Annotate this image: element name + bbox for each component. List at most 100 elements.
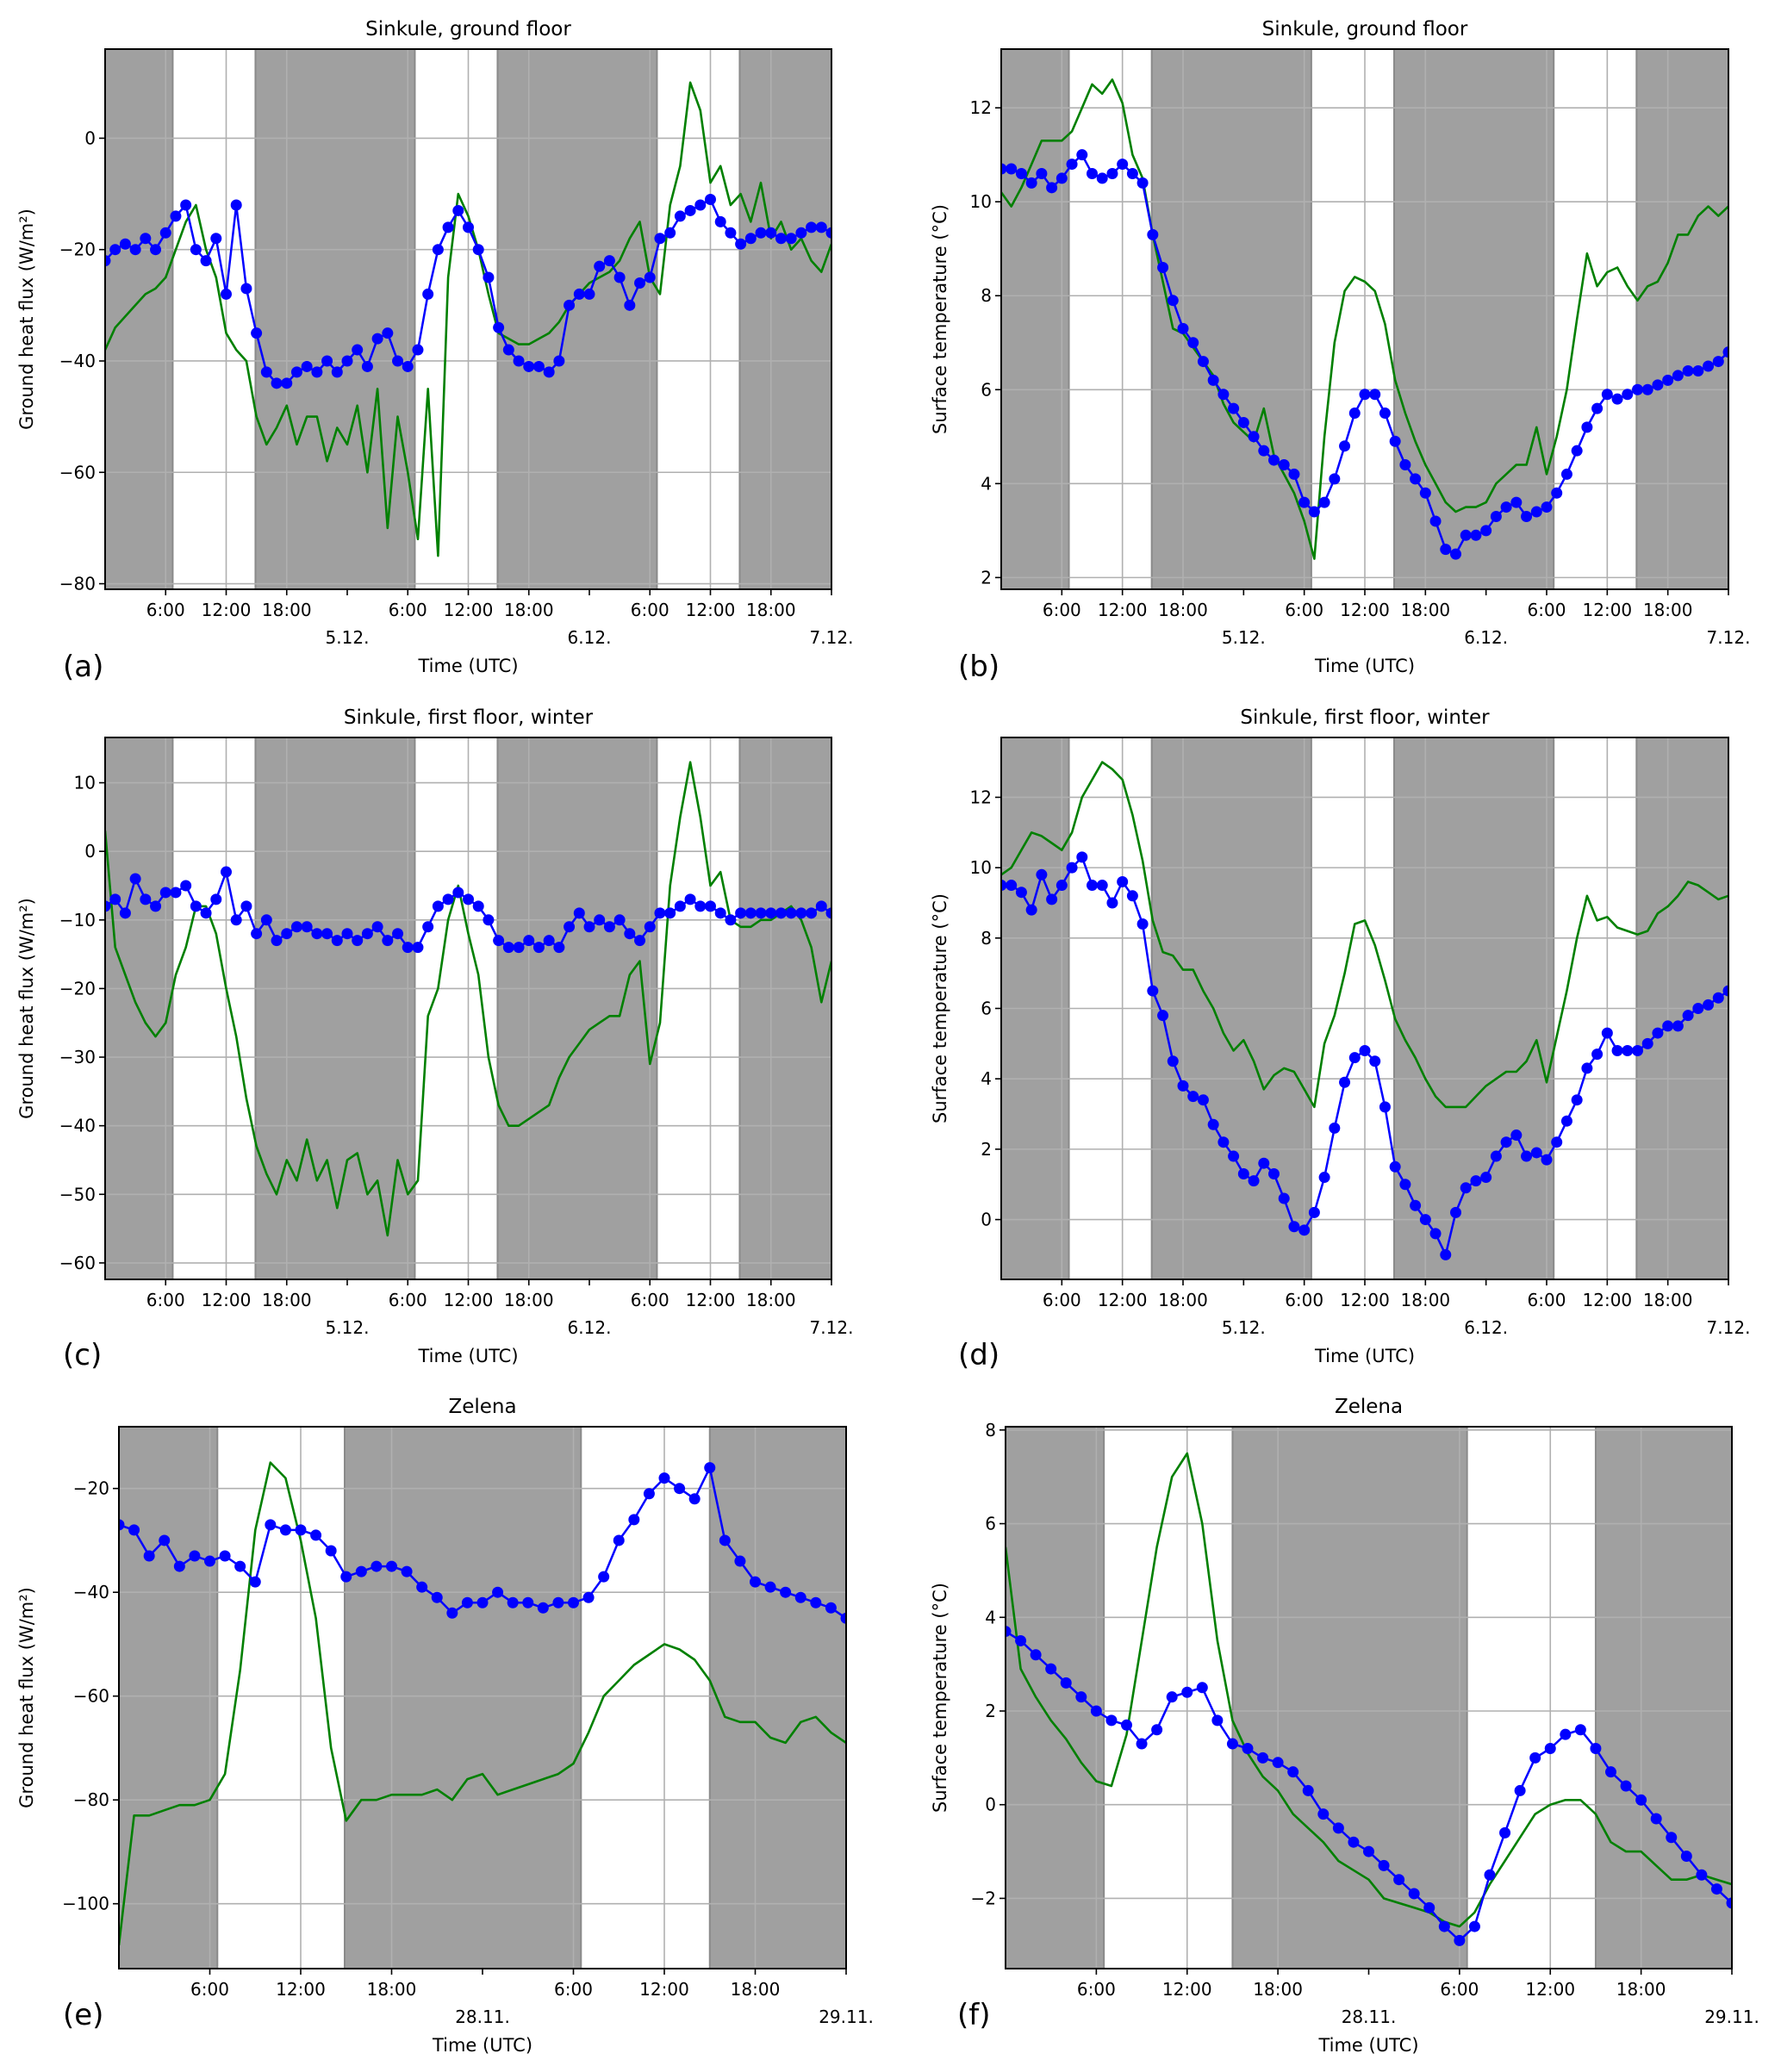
x-tick-hour-label: 12:00 [1098,600,1148,620]
series-point-blue [634,935,646,947]
series-point-blue [1510,496,1523,508]
series-point-blue [674,900,686,912]
series-point-blue [1541,501,1553,513]
chart-title: Zelena [1335,1396,1403,1418]
night-shading [1392,48,1555,590]
series-point-blue [613,914,626,926]
series-point-blue [654,233,666,245]
series-point-blue [1650,1813,1662,1825]
night-shading [1635,48,1729,590]
series-point-blue [1500,501,1512,513]
y-axis-label: Ground heat flux (W/m²) [16,898,37,1119]
x-tick-hour-label: 18:00 [746,600,796,620]
series-point-blue [1339,440,1351,452]
y-tick-label: −40 [59,1116,96,1136]
series-point-blue [1237,416,1249,428]
series-point-blue [159,227,171,239]
panel-letter: (f) [957,1998,991,2032]
series-point-blue [1399,1179,1411,1191]
x-tick-hour-label: 12:00 [1583,600,1633,620]
chart-title: Zelena [448,1396,516,1418]
series-point-blue [1652,1027,1664,1039]
series-point-blue [1257,1752,1269,1764]
series-point-blue [230,199,242,211]
x-tick-hour-label: 6:00 [190,1979,229,2000]
series-point-blue [128,1524,140,1536]
x-tick-hour-label: 12:00 [276,1979,326,2000]
series-point-blue [234,1560,246,1572]
series-point-blue [507,1596,519,1608]
series-point-blue [1036,868,1048,880]
series-point-blue [1429,515,1442,527]
series-point-blue [744,233,757,245]
series-point-blue [321,355,333,367]
series-point-blue [442,893,454,905]
series-point-blue [301,360,313,372]
series-point-blue [1167,295,1179,307]
series-point-blue [1258,445,1270,457]
series-point-blue [240,900,252,912]
series-point-blue [422,288,434,300]
series-point-blue [684,893,696,905]
series-point-blue [1680,1851,1692,1863]
y-tick-label: 10 [970,191,992,212]
series-point-blue [1530,506,1542,518]
series-point-blue [825,1602,837,1614]
series-point-blue [1302,1784,1314,1796]
y-tick-label: 12 [970,787,992,807]
series-point-blue [1136,1738,1148,1750]
series-point-blue [442,221,454,233]
series-point-blue [750,1576,761,1588]
series-point-blue [1015,167,1027,179]
series-point-blue [744,907,757,919]
y-tick-label: −40 [73,1582,109,1602]
x-tick-hour-label: 18:00 [1401,1290,1451,1310]
series-point-blue [1591,1048,1604,1061]
series-point-blue [140,233,152,245]
series-point-blue [654,907,666,919]
series-point-blue [810,1596,822,1608]
panel-letter: (e) [63,1998,103,2032]
series-point-blue [523,935,535,947]
series-point-blue [382,327,394,339]
series-point-blue [1521,510,1533,522]
series-point-blue [594,260,606,272]
y-tick-label: −60 [59,462,96,482]
x-tick-hour-label: 6:00 [1440,1979,1479,2000]
series-point-blue [472,244,484,256]
series-point-blue [624,299,636,311]
y-tick-label: 0 [985,1795,996,1815]
series-point-blue [249,1576,261,1588]
series-point-blue [1620,1780,1632,1792]
x-tick-hour-label: 6:00 [146,1290,185,1310]
series-point-blue [1056,172,1068,184]
series-point-blue [493,321,505,333]
series-point-blue [1147,228,1159,240]
x-tick-hour-label: 18:00 [1643,600,1693,620]
series-point-blue [1500,1136,1512,1148]
series-point-blue [1258,1157,1270,1169]
series-point-blue [594,914,606,926]
series-point-blue [271,377,283,389]
series-point-blue [1308,1206,1320,1218]
series-point-blue [1499,1826,1511,1839]
series-point-blue [260,366,272,378]
series-point-blue [603,921,615,933]
series-point-blue [190,900,202,912]
night-shading [496,48,658,590]
night-shading [343,1426,582,1969]
series-point-blue [180,199,192,211]
series-point-blue [1157,262,1169,274]
x-tick-hour-label: 6:00 [1285,600,1323,620]
series-point-blue [1030,1649,1042,1661]
series-point-blue [1581,1062,1593,1074]
series-point-blue [221,866,232,878]
series-point-blue [1288,1221,1300,1233]
series-point-blue [200,907,212,919]
x-axis-label: Time (UTC) [1317,2035,1418,2056]
y-tick-label: 4 [981,473,992,494]
series-point-blue [1544,1742,1556,1754]
y-tick-label: 8 [981,285,992,306]
series-point-blue [1470,529,1482,541]
